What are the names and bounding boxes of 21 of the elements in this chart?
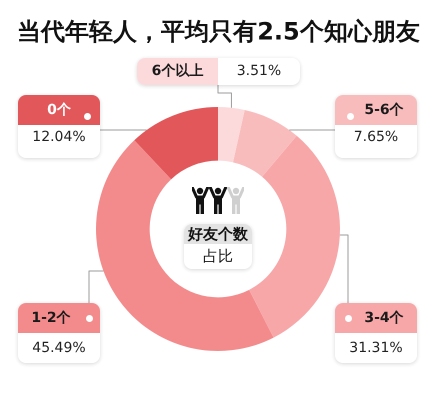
label-card: 6个以上 3.51%: [137, 58, 300, 85]
slice-label: 1-2个: [31, 310, 71, 326]
donut-slice: [134, 107, 218, 180]
data-label: 12.04%: [31, 128, 87, 147]
donut-slice: [232, 110, 297, 177]
label-card: 好友个数 占比: [184, 224, 252, 269]
donut-slice: [218, 107, 245, 162]
donut-slice: [96, 140, 274, 351]
label-card: 5-6个 7.65%: [335, 95, 417, 158]
slice-label: 5-6个: [364, 102, 404, 118]
label-card: 1-2个 45.49%: [18, 303, 100, 363]
slice-label: 0个: [47, 102, 71, 118]
chart-title: 当代年轻人，平均只有2.5个知心朋友: [17, 17, 420, 46]
data-label: 31.31%: [348, 339, 404, 358]
label-card: 3-4个 31.31%: [335, 303, 417, 363]
slice-label: 3-4个: [364, 310, 404, 326]
data-label: 45.49%: [31, 339, 87, 358]
data-label: 7.65%: [352, 128, 400, 147]
data-label: 3.51%: [236, 62, 282, 81]
donut-slice: [249, 136, 340, 338]
label-card: 0个 12.04%: [18, 95, 100, 158]
